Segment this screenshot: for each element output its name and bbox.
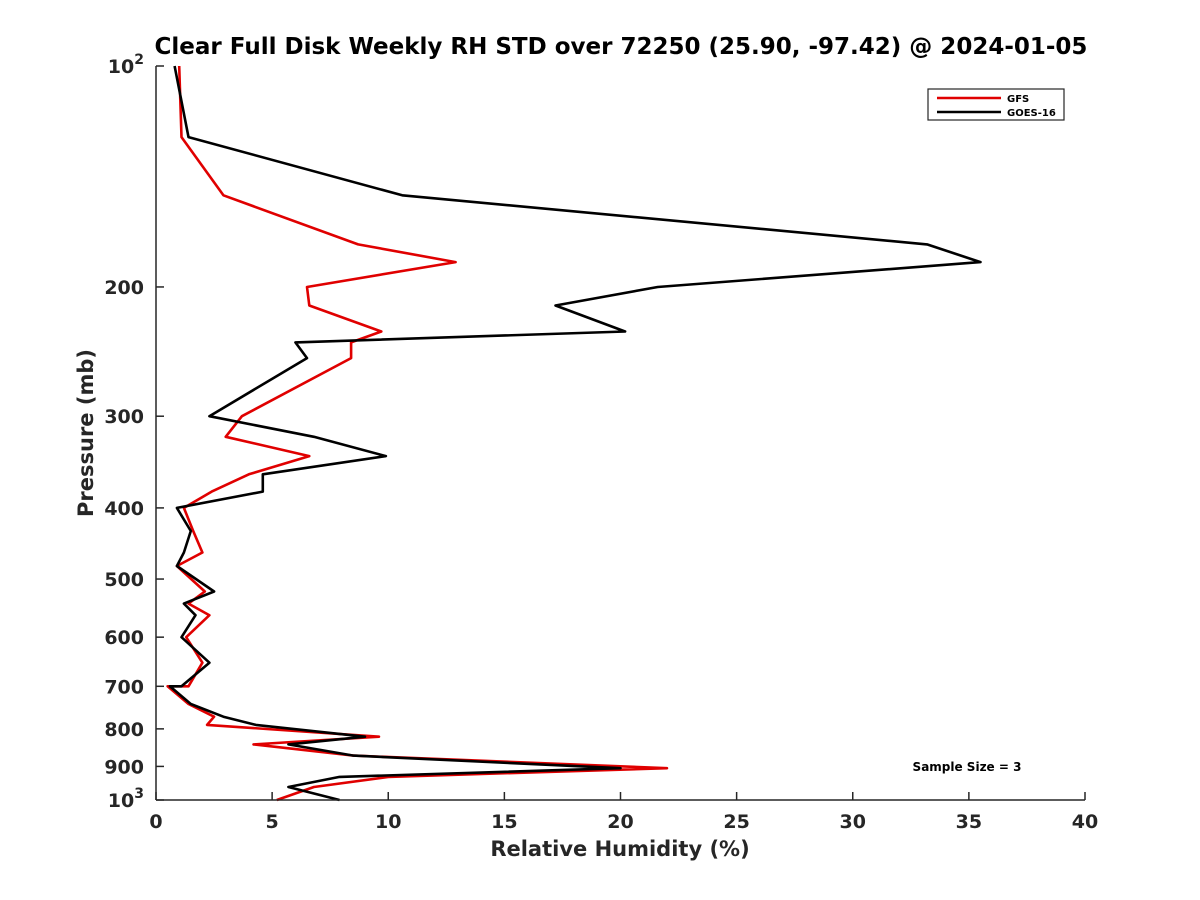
y-tick-label: 300: [104, 406, 144, 428]
y-tick-label: 200: [104, 277, 144, 299]
x-tick-label: 0: [149, 811, 162, 833]
y-tick-label: 800: [104, 719, 144, 741]
y-tick-label-base: 700: [104, 676, 144, 698]
legend-label: GFS: [1007, 94, 1029, 105]
x-tick-label: 15: [491, 811, 517, 833]
y-tick-label: 103: [108, 786, 144, 812]
x-tick-label: 40: [1072, 811, 1098, 833]
y-tick-label-exponent: 3: [134, 786, 144, 802]
chart-title: Clear Full Disk Weekly RH STD over 72250…: [155, 34, 1088, 60]
plot-lines: [166, 65, 982, 802]
legend-box: [927, 88, 1065, 121]
y-tick-label-base: 300: [104, 406, 144, 428]
y-tick-label-base: 400: [104, 498, 144, 520]
y-tick-label-exponent: 2: [134, 52, 144, 68]
legend: GFS GOES-16: [927, 88, 1065, 121]
x-tick-label: 5: [266, 811, 279, 833]
x-tick-label: 20: [607, 811, 633, 833]
x-tick-label: 10: [375, 811, 401, 833]
y-tick-label-base: 800: [104, 719, 144, 741]
x-tick-label: 30: [840, 811, 866, 833]
y-tick-label: 900: [104, 756, 144, 778]
y-tick-label: 500: [104, 569, 144, 591]
series-line-gfs: [166, 65, 669, 802]
y-tick-label-base: 200: [104, 277, 144, 299]
y-tick-label-base: 500: [104, 569, 144, 591]
y-tick-label-base: 10: [108, 56, 134, 78]
series-line-goes-16: [168, 65, 982, 802]
x-tick-label: 25: [723, 811, 749, 833]
x-ticks: 0 5 10 15 20 25 30 35 40: [149, 792, 1098, 833]
y-tick-label-base: 10: [108, 790, 134, 812]
y-axis-label: Pressure (mb): [74, 349, 98, 517]
x-tick-label: 35: [956, 811, 982, 833]
y-tick-label: 700: [104, 676, 144, 698]
y-tick-label: 102: [108, 52, 144, 78]
y-tick-label-base: 600: [104, 627, 144, 649]
y-tick-label-base: 900: [104, 756, 144, 778]
y-tick-label: 400: [104, 498, 144, 520]
legend-label: GOES-16: [1007, 108, 1056, 119]
y-tick-label: 600: [104, 627, 144, 649]
x-axis-label: Relative Humidity (%): [490, 837, 749, 861]
sample-size-annotation: Sample Size = 3: [913, 760, 1022, 774]
